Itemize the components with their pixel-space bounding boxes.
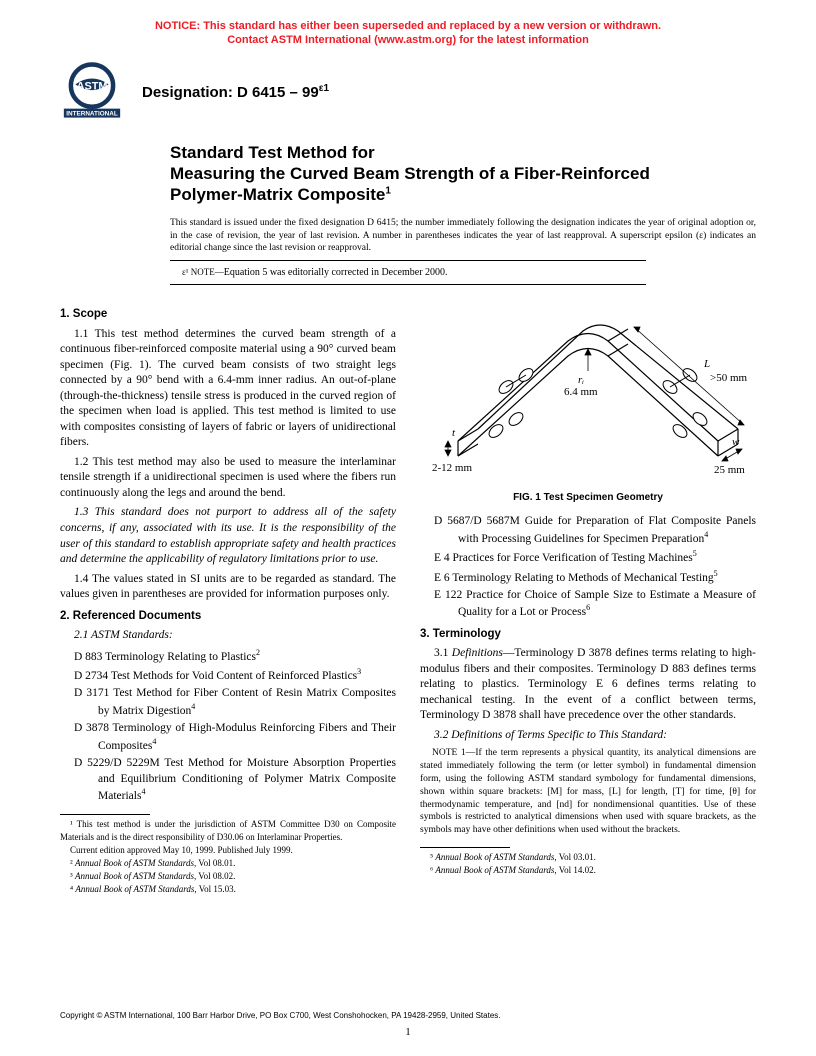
ref-item: E 6 Terminology Relating to Methods of M… [420, 569, 756, 586]
ref-sup: 4 [704, 530, 708, 539]
para-2-1-text: 2.1 ASTM Standards: [74, 629, 173, 641]
two-column-body: 1. Scope 1.1 This test method determines… [60, 301, 756, 896]
ref-sup: 4 [191, 702, 195, 711]
note-1: NOTE 1—If the term represents a physical… [420, 747, 756, 837]
header-row: ASTM INTERNATIONAL Designation: D 6415 –… [60, 60, 756, 124]
left-column: 1. Scope 1.1 This test method determines… [60, 301, 396, 896]
ref-text: E 4 Practices for Force Verification of … [434, 552, 693, 564]
footnote-4-text: ⁴ Annual Book of ASTM Standards, Vol 15.… [70, 884, 236, 894]
para-3-1-text: 3.1 Definitions—Terminology D 3878 defin… [420, 647, 756, 721]
epsilon-note: ε¹ NOTE—Equation 5 was editorially corre… [182, 267, 756, 278]
footnote-5-text: ⁵ Annual Book of ASTM Standards, Vol 03.… [430, 852, 596, 862]
figure-1-svg: L >50 mm rᵢ 6.4 mm t [428, 301, 748, 481]
page-number: 1 [0, 1026, 816, 1038]
issuance-note: This standard is issued under the fixed … [170, 217, 756, 254]
footnote-rule-right [420, 847, 510, 848]
fig-L-label: L [703, 358, 710, 370]
para-1-2: 1.2 This test method may also be used to… [60, 455, 396, 502]
footnote-1: ¹ This test method is under the jurisdic… [60, 818, 396, 842]
para-1-1: 1.1 This test method determines the curv… [60, 327, 396, 451]
right-ref-list: D 5687/D 5687M Guide for Preparation of … [420, 514, 756, 620]
ref-text: D 3878 Terminology of High-Modulus Reinf… [74, 722, 396, 751]
figure-1: L >50 mm rᵢ 6.4 mm t [420, 301, 756, 504]
ref-item: D 883 Terminology Relating to Plastics2 [60, 648, 396, 665]
para-2-1: 2.1 ASTM Standards: [60, 628, 396, 644]
ref-item: D 5687/D 5687M Guide for Preparation of … [420, 514, 756, 547]
title-line3: Polymer-Matrix Composite [170, 185, 385, 204]
ref-sup: 3 [357, 667, 361, 676]
ref-sup: 5 [714, 569, 718, 578]
fig-ri-val: 6.4 mm [564, 386, 598, 398]
notice-banner: NOTICE: This standard has either been su… [60, 20, 756, 48]
fig-t-label: t [452, 427, 456, 439]
footnote-4: ⁴ Annual Book of ASTM Standards, Vol 15.… [60, 883, 396, 895]
title-line2: Measuring the Curved Beam Strength of a … [170, 164, 650, 183]
ref-sup: 5 [693, 549, 697, 558]
footnote-1b: Current edition approved May 10, 1999. P… [60, 844, 396, 856]
document-title: Standard Test Method for Measuring the C… [170, 142, 756, 206]
ref-sup: 4 [141, 787, 145, 796]
title-super: 1 [385, 185, 391, 196]
fig-t-val: 2-12 mm [432, 462, 472, 474]
designation-label: Designation: D 6415 – 99 [142, 84, 319, 101]
footnote-6: ⁶ Annual Book of ASTM Standards, Vol 14.… [420, 864, 756, 876]
footnote-rule-left [60, 814, 150, 815]
ref-text: E 6 Terminology Relating to Methods of M… [434, 571, 714, 583]
notice-line1: NOTICE: This standard has either been su… [155, 20, 661, 32]
rule-short [170, 260, 646, 261]
epsilon-prefix: ε¹ NOTE— [182, 267, 224, 277]
copyright-line: Copyright © ASTM International, 100 Barr… [60, 1011, 756, 1020]
designation-super: ε1 [319, 83, 329, 94]
designation: Designation: D 6415 – 99ε1 [142, 83, 329, 101]
para-1-4: 1.4 The values stated in SI units are to… [60, 572, 396, 603]
notice-line2: Contact ASTM International (www.astm.org… [227, 34, 589, 46]
section-3-heading: 3. Terminology [420, 627, 756, 643]
para-3-2: 3.2 Definitions of Terms Specific to Thi… [420, 728, 756, 744]
ref-sup: 2 [256, 648, 260, 657]
section-1-heading: 1. Scope [60, 307, 396, 323]
ref-item: D 2734 Test Methods for Void Content of … [60, 667, 396, 684]
ref-item: D 3171 Test Method for Fiber Content of … [60, 686, 396, 719]
fig-w-label: w [732, 436, 740, 448]
ref-sup: 6 [586, 603, 590, 612]
right-column: L >50 mm rᵢ 6.4 mm t [420, 301, 756, 896]
section-2-heading: 2. Referenced Documents [60, 609, 396, 625]
note-1-label: NOTE 1— [432, 748, 475, 758]
astm-logo: ASTM INTERNATIONAL [60, 60, 124, 124]
epsilon-text: Equation 5 was editorially corrected in … [224, 267, 448, 278]
ref-text: D 2734 Test Methods for Void Content of … [74, 670, 357, 682]
footnote-6-text: ⁶ Annual Book of ASTM Standards, Vol 14.… [430, 865, 596, 875]
left-ref-list: D 883 Terminology Relating to Plastics2 … [60, 648, 396, 805]
fig-L-val: >50 mm [710, 372, 748, 384]
ref-text: E 122 Practice for Choice of Sample Size… [434, 589, 756, 618]
ref-item: D 3878 Terminology of High-Modulus Reinf… [60, 721, 396, 754]
figure-1-caption: FIG. 1 Test Specimen Geometry [420, 491, 756, 505]
para-3-2-text: 3.2 Definitions of Terms Specific to Thi… [434, 729, 667, 741]
ref-item: E 4 Practices for Force Verification of … [420, 549, 756, 566]
fig-w-val: 25 mm [714, 464, 745, 476]
logo-top-text: ASTM [77, 80, 108, 92]
ref-item: D 5229/D 5229M Test Method for Moisture … [60, 756, 396, 804]
footnote-2: ² Annual Book of ASTM Standards, Vol 08.… [60, 857, 396, 869]
ref-item: E 122 Practice for Choice of Sample Size… [420, 588, 756, 621]
footnote-3: ³ Annual Book of ASTM Standards, Vol 08.… [60, 870, 396, 882]
ref-text: D 5229/D 5229M Test Method for Moisture … [74, 757, 396, 802]
ref-text: D 883 Terminology Relating to Plastics [74, 650, 256, 662]
rule-short-2 [170, 284, 646, 285]
footnote-2-text: ² Annual Book of ASTM Standards, Vol 08.… [70, 858, 235, 868]
title-line1: Standard Test Method for [170, 143, 375, 162]
ref-text: D 3171 Test Method for Fiber Content of … [74, 687, 396, 716]
para-1-3: 1.3 This standard does not purport to ad… [60, 505, 396, 567]
footnote-3-text: ³ Annual Book of ASTM Standards, Vol 08.… [70, 871, 235, 881]
para-3-1: 3.1 Definitions—Terminology D 3878 defin… [420, 646, 756, 724]
para-1-3-text: 1.3 This standard does not purport to ad… [60, 506, 396, 565]
note-1-text: If the term represents a physical quanti… [420, 748, 756, 835]
footnote-5: ⁵ Annual Book of ASTM Standards, Vol 03.… [420, 851, 756, 863]
fig-ri-label: rᵢ [578, 374, 584, 386]
logo-bottom-text: INTERNATIONAL [66, 110, 118, 117]
ref-sup: 4 [152, 737, 156, 746]
